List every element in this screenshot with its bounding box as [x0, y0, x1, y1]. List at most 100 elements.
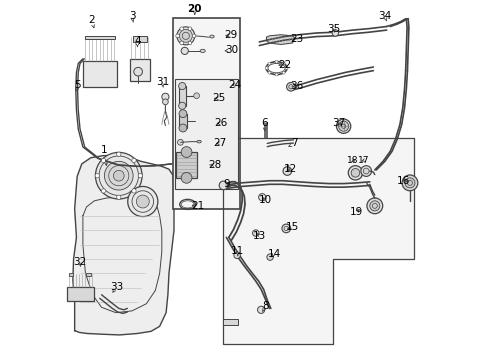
Circle shape: [163, 99, 168, 105]
Text: 7: 7: [291, 139, 297, 148]
Text: 12: 12: [284, 163, 297, 174]
Ellipse shape: [197, 140, 201, 143]
Circle shape: [405, 178, 415, 188]
Circle shape: [180, 27, 183, 31]
Text: 23: 23: [291, 35, 304, 44]
Text: 18: 18: [347, 156, 358, 165]
Text: 26: 26: [214, 118, 227, 128]
Circle shape: [267, 254, 273, 260]
Circle shape: [289, 85, 293, 89]
Text: 22: 22: [278, 59, 292, 69]
Circle shape: [188, 41, 192, 45]
Circle shape: [252, 230, 259, 236]
Circle shape: [181, 172, 192, 183]
Circle shape: [275, 60, 278, 63]
Text: 5: 5: [74, 80, 80, 90]
Text: 37: 37: [332, 118, 345, 128]
Text: 6: 6: [261, 118, 268, 128]
Text: 32: 32: [73, 257, 86, 267]
Text: 1: 1: [101, 144, 108, 154]
Circle shape: [259, 194, 266, 201]
Circle shape: [181, 47, 188, 54]
Circle shape: [132, 158, 136, 163]
Text: 4: 4: [134, 36, 141, 46]
Circle shape: [367, 198, 383, 214]
Circle shape: [176, 34, 179, 38]
Circle shape: [134, 67, 143, 76]
Circle shape: [285, 67, 288, 69]
Circle shape: [268, 71, 271, 74]
Bar: [133, 36, 147, 42]
Text: 30: 30: [225, 45, 238, 55]
Circle shape: [179, 110, 187, 118]
Circle shape: [283, 167, 292, 175]
Text: 8: 8: [263, 301, 269, 311]
Circle shape: [370, 201, 380, 211]
Circle shape: [265, 67, 268, 69]
Circle shape: [96, 152, 142, 199]
Text: 36: 36: [291, 81, 304, 91]
Circle shape: [117, 195, 121, 199]
Bar: [179, 114, 187, 128]
Circle shape: [361, 166, 371, 176]
Text: 35: 35: [327, 24, 341, 34]
Circle shape: [282, 224, 291, 233]
Text: 17: 17: [358, 156, 370, 165]
Bar: [129, 59, 150, 81]
Circle shape: [282, 71, 285, 74]
Text: 29: 29: [225, 30, 238, 40]
Polygon shape: [223, 138, 414, 344]
Circle shape: [194, 93, 199, 99]
Text: 11: 11: [231, 246, 245, 256]
Circle shape: [128, 186, 158, 217]
Circle shape: [95, 174, 99, 178]
Circle shape: [136, 195, 149, 208]
Text: 15: 15: [286, 222, 299, 231]
Circle shape: [177, 139, 183, 145]
Circle shape: [287, 82, 295, 91]
Text: 2: 2: [88, 15, 95, 26]
Circle shape: [117, 152, 121, 156]
Circle shape: [132, 189, 136, 193]
Circle shape: [348, 166, 363, 180]
Circle shape: [402, 175, 418, 191]
Text: 33: 33: [110, 282, 123, 292]
Bar: [85, 36, 115, 40]
Text: 31: 31: [156, 77, 169, 87]
Text: 14: 14: [268, 248, 281, 258]
Text: 16: 16: [397, 176, 410, 186]
Circle shape: [179, 102, 186, 109]
Circle shape: [162, 93, 169, 100]
Circle shape: [339, 121, 349, 131]
Text: 3: 3: [129, 11, 135, 21]
Bar: [175, 79, 238, 189]
Circle shape: [177, 27, 195, 45]
Circle shape: [104, 161, 133, 190]
Circle shape: [138, 174, 143, 178]
Circle shape: [282, 62, 285, 65]
Bar: [172, 18, 240, 209]
Bar: [87, 273, 91, 276]
Circle shape: [179, 82, 186, 90]
Bar: [179, 86, 186, 106]
Text: 13: 13: [253, 231, 266, 240]
Circle shape: [113, 170, 124, 181]
Circle shape: [234, 252, 240, 258]
Text: 24: 24: [228, 80, 242, 90]
Polygon shape: [73, 156, 174, 335]
Text: 21: 21: [191, 201, 204, 211]
Text: 25: 25: [213, 93, 226, 103]
Circle shape: [101, 158, 106, 163]
Bar: [68, 287, 95, 301]
Circle shape: [180, 41, 183, 45]
Circle shape: [337, 119, 351, 134]
Ellipse shape: [200, 49, 205, 53]
Bar: [176, 152, 197, 178]
Ellipse shape: [210, 35, 214, 38]
Text: 28: 28: [208, 160, 221, 170]
Circle shape: [332, 30, 339, 36]
Text: 34: 34: [378, 11, 392, 21]
Circle shape: [179, 124, 187, 132]
Circle shape: [181, 147, 192, 157]
Text: 27: 27: [213, 139, 226, 148]
